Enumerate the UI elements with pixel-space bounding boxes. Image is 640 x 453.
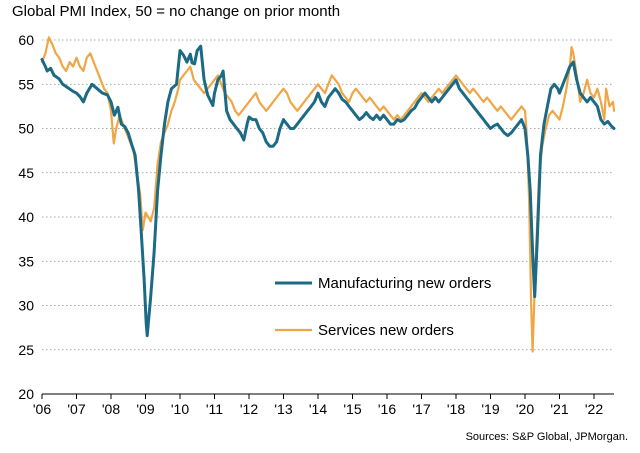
y-tick-label: 30 <box>18 298 34 314</box>
x-tick-label: '11 <box>206 401 223 417</box>
x-tick-label: '19 <box>481 401 499 417</box>
series-line-manufacturing <box>40 44 616 338</box>
x-tick-label: '07 <box>67 401 85 417</box>
chart-title: Global PMI Index, 50 = no change on prio… <box>12 3 341 20</box>
y-tick-label: 25 <box>18 342 34 358</box>
chart-source: Sources: S&P Global, JPMorgan. <box>465 431 628 443</box>
y-tick-label: 20 <box>18 386 34 402</box>
legend-label: Manufacturing new orders <box>318 275 491 292</box>
y-tick-label: 35 <box>18 253 34 269</box>
x-tick-label: '08 <box>102 401 120 417</box>
y-tick-label: 40 <box>18 209 34 225</box>
x-tick-label: '13 <box>274 401 292 417</box>
legend-label: Services new orders <box>318 322 454 339</box>
x-tick-label: '06 <box>33 401 51 417</box>
x-tick-label: '15 <box>343 401 361 417</box>
x-tick-label: '14 <box>309 401 327 417</box>
y-tick-label: 45 <box>18 165 34 181</box>
x-tick-label: '12 <box>240 401 258 417</box>
series-lines <box>40 36 616 353</box>
x-tick-label: '20 <box>516 401 534 417</box>
y-tick-label: 50 <box>18 121 34 137</box>
x-tick-label: '17 <box>412 401 430 417</box>
x-tick-label: '16 <box>378 401 396 417</box>
gridlines <box>42 39 614 351</box>
series-line-services <box>40 36 616 353</box>
x-tick-label: '09 <box>136 401 154 417</box>
x-tick-label: '22 <box>585 401 603 417</box>
x-tick-label: '18 <box>447 401 465 417</box>
y-tick-label: 60 <box>18 32 34 48</box>
axes: 60 55 50 45 40 35 30 25 20'06 '07 '08 '09 '10 '11 '12 '… <box>18 32 614 417</box>
y-tick-label: 55 <box>18 76 34 92</box>
legend: Manufacturing new orders Services new ord… <box>275 275 491 339</box>
x-tick-label: '21 <box>550 401 568 417</box>
x-tick-label: '10 <box>171 401 189 417</box>
